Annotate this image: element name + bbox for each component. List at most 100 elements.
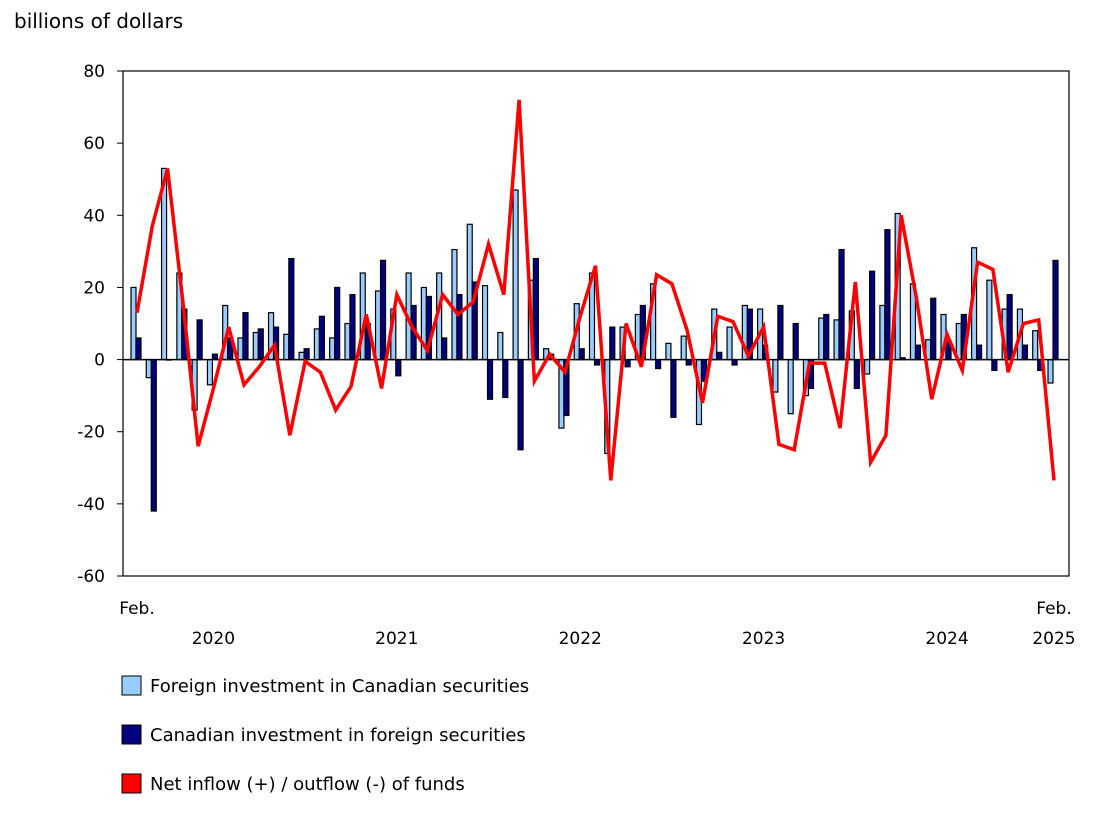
bar-foreign-investment — [252, 331, 259, 361]
bars — [130, 167, 1059, 512]
y-tick-label: 60 — [83, 134, 105, 154]
bar-canadian-investment — [1052, 259, 1059, 361]
bar-canadian-investment — [823, 313, 830, 361]
year-label: 2024 — [925, 629, 968, 649]
bar-foreign-investment — [726, 326, 733, 361]
bar-canadian-investment — [731, 358, 738, 366]
bar-foreign-investment — [787, 358, 794, 415]
y-tick-label: 20 — [83, 278, 105, 298]
bar-foreign-investment — [680, 335, 687, 361]
legend: Foreign investment in Canadian securitie… — [121, 675, 529, 795]
bar-canadian-investment — [670, 358, 677, 418]
bar-foreign-investment — [451, 248, 458, 361]
bar-foreign-investment — [160, 167, 168, 361]
bar-foreign-investment — [145, 358, 152, 379]
bar-foreign-investment — [283, 333, 290, 361]
bar-canadian-investment — [578, 348, 585, 361]
bar-canadian-investment — [135, 337, 142, 361]
y-tick-label: -40 — [77, 495, 105, 515]
y-tick-label: 40 — [83, 206, 105, 226]
bar-canadian-investment — [609, 326, 616, 361]
year-label: 2020 — [192, 629, 235, 649]
bar-foreign-investment — [863, 358, 871, 375]
bar-foreign-investment — [512, 189, 519, 361]
bar-canadian-investment — [517, 358, 524, 451]
bar-foreign-investment — [879, 304, 886, 361]
bar-foreign-investment — [481, 285, 489, 361]
y-tick-label: -60 — [77, 567, 105, 587]
bar-foreign-investment — [497, 331, 504, 361]
bar-canadian-investment — [1021, 344, 1029, 361]
bar-canadian-investment — [685, 358, 692, 366]
bar-foreign-investment — [1032, 330, 1039, 361]
bar-foreign-investment — [237, 337, 244, 361]
y-tick-label: 0 — [94, 351, 105, 371]
bar-foreign-investment — [298, 351, 305, 361]
bar-canadian-investment — [655, 358, 662, 370]
bar-canadian-investment — [456, 294, 463, 361]
x-tick-label: Feb. — [1036, 599, 1072, 619]
bar-canadian-investment — [930, 297, 937, 361]
legend-label: Canadian investment in foreign securitie… — [150, 725, 526, 746]
bar-foreign-investment — [329, 337, 336, 361]
bar-canadian-investment — [303, 348, 310, 361]
bar-foreign-investment — [818, 317, 825, 361]
bar-foreign-investment — [665, 342, 672, 361]
y-tick-label: -20 — [77, 423, 105, 443]
bar-canadian-investment — [884, 229, 891, 361]
bar-canadian-investment — [853, 358, 860, 390]
year-label: 2022 — [559, 629, 602, 649]
bar-canadian-investment — [349, 294, 356, 361]
bar-canadian-investment — [777, 304, 784, 361]
x-tick-label: Feb. — [119, 599, 155, 619]
x-axis: Feb. Feb. 2020 2021 2022 2023 2024 2025 — [119, 599, 1075, 649]
bar-foreign-investment — [206, 358, 214, 386]
net-flow-line — [135, 99, 1056, 481]
bar-canadian-investment — [1006, 294, 1013, 361]
bar-canadian-investment — [991, 358, 998, 371]
bar-canadian-investment — [379, 259, 387, 361]
bar-canadian-investment — [838, 248, 845, 361]
bar-foreign-investment — [466, 223, 473, 361]
bar-canadian-investment — [318, 315, 325, 361]
bar-canadian-investment — [624, 358, 631, 368]
bar-foreign-investment — [344, 322, 351, 361]
y-tick-label: 80 — [83, 62, 105, 82]
legend-swatch — [121, 675, 142, 696]
bar-canadian-investment — [593, 358, 601, 366]
bar-foreign-investment — [986, 279, 993, 361]
bar-canadian-investment — [716, 351, 723, 361]
y-axis: 80 60 40 20 0 -20 -40 -60 — [77, 62, 123, 587]
bar-canadian-investment — [242, 312, 249, 361]
bar-foreign-investment — [1047, 358, 1054, 384]
bar-canadian-investment — [257, 328, 264, 361]
bar-canadian-investment — [334, 286, 341, 361]
bar-foreign-investment — [374, 290, 382, 361]
legend-label: Foreign investment in Canadian securitie… — [150, 676, 529, 697]
bar-canadian-investment — [486, 358, 494, 400]
y-axis-label: billions of dollars — [14, 9, 183, 33]
bar-canadian-investment — [868, 270, 876, 361]
bar-canadian-investment — [211, 353, 219, 361]
legend-label: Net inflow (+) / outflow (-) of funds — [150, 774, 465, 795]
legend-swatch — [121, 724, 142, 745]
bar-foreign-investment — [313, 328, 320, 361]
bar-canadian-investment — [441, 337, 448, 361]
year-label: 2025 — [1032, 629, 1075, 649]
bar-canadian-investment — [150, 358, 157, 512]
bar-canadian-investment — [502, 358, 509, 399]
bar-canadian-investment — [914, 344, 922, 361]
bar-canadian-investment — [792, 322, 799, 361]
year-label: 2023 — [742, 629, 785, 649]
bar-foreign-investment — [833, 319, 840, 361]
bar-canadian-investment — [975, 344, 983, 361]
bar-canadian-investment — [196, 319, 203, 361]
bar-canadian-investment — [395, 358, 402, 377]
plot-frame — [122, 70, 1070, 577]
bar-foreign-investment — [772, 358, 779, 393]
year-label: 2021 — [375, 629, 418, 649]
bar-foreign-investment — [130, 286, 137, 361]
legend-swatch — [121, 773, 142, 794]
bar-canadian-investment — [288, 257, 295, 361]
